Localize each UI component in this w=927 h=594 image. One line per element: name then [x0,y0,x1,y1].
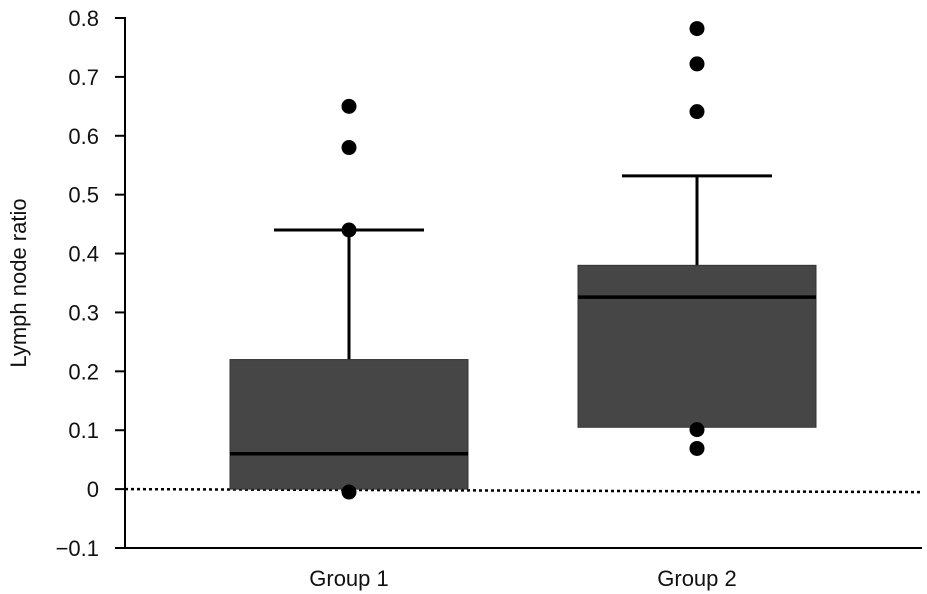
y-tick-label: 0.6 [68,124,99,149]
outlier-point [689,422,705,438]
outlier-point [341,222,357,238]
reference-line-group [124,487,923,494]
outlier-point [689,440,705,456]
zero-reference-line [124,487,923,494]
y-tick-label: 0.7 [68,65,99,90]
outlier-point [689,56,705,72]
outlier-point [341,98,357,114]
box [577,264,817,428]
outlier-point [341,140,357,156]
y-tick-label: 0.8 [68,6,99,31]
y-tick-label: −0.1 [56,536,99,561]
box-group-1 [229,98,469,500]
x-category-label: Group 2 [657,566,737,591]
category-labels-group: Group 1 Group 2 [309,566,737,591]
y-tick-label: 0.1 [68,418,99,443]
y-tick-label: 0.3 [68,300,99,325]
outlier-point [689,104,705,120]
y-tick-label: 0.5 [68,183,99,208]
y-axis-title: Lymph node ratio [6,198,31,367]
box-group-2 [577,21,817,456]
y-ticks-group: 0.8 0.7 0.6 0.5 0.4 0.3 0.2 0.1 0 −0.1 [56,6,125,561]
boxes-group [229,21,817,500]
axes [124,17,922,549]
y-tick-label: 0 [87,477,99,502]
y-tick-label: 0.4 [68,242,99,267]
y-tick-label: 0.2 [68,359,99,384]
outlier-point [341,484,357,500]
box [229,359,469,490]
x-category-label: Group 1 [309,566,389,591]
outlier-point [689,21,705,37]
